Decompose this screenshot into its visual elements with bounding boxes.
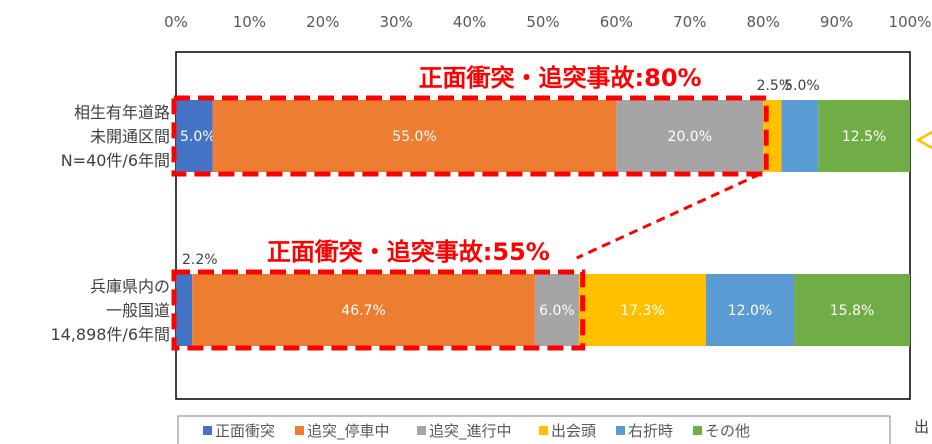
category-label: 一般国道 [106,301,170,320]
data-label: 12.5% [842,129,886,145]
x-tick-label: 10% [233,13,266,31]
x-tick-label: 100% [889,13,932,31]
annotation-connector [576,172,761,260]
category-label: 兵庫県内の [90,277,170,296]
data-label: 17.3% [620,303,664,319]
data-label: 15.8% [830,303,874,319]
data-label: 2.5% [757,78,793,94]
data-label: 55.0% [392,129,436,145]
data-label: 5.0% [180,129,216,145]
annotation-text: 正面衝突・追突事故:55% [267,238,550,266]
category-label: 相生有年道路 [74,103,170,122]
category-label: 未開通区間 [90,127,170,146]
x-tick-label: 20% [306,13,339,31]
legend-swatch [203,426,212,435]
data-label: 12.0% [728,303,772,319]
legend-swatch [295,426,304,435]
legend-entry: 追突_停車中 [307,422,390,441]
legend-swatch [616,426,625,435]
data-label: 46.7% [341,303,385,319]
x-tick-label: 50% [526,13,559,31]
cropped-edge-mark: 出 [914,418,929,436]
data-label: 6.0% [539,303,575,319]
bar-segment [534,274,579,346]
legend-entry: 出会頭 [551,422,596,440]
bar-segment [578,274,706,346]
x-tick-label: 70% [673,13,706,31]
bar-segment [705,274,795,346]
bar-segment [616,100,764,172]
legend-entry: 右折時 [628,422,673,440]
annotation-box [171,95,769,177]
bar-segment [176,274,193,346]
legend-swatch [693,426,702,435]
x-tick-label: 0% [164,13,188,31]
x-tick-label: 30% [380,13,413,31]
x-tick-label: 80% [747,13,780,31]
legend: 正面衝突 追突_停車中 追突_進行中 出会頭 右折時 その他 [177,415,891,444]
bar-segment [212,100,617,172]
category-label: N=40件/6年間 [61,151,170,170]
x-tick-label: 40% [453,13,486,31]
legend-entry: その他 [705,422,750,440]
annotation-box [171,269,586,351]
bar-segment [176,100,213,172]
data-label: 2.2% [182,252,218,268]
annotations: 正面衝突・追突事故:80% 正面衝突・追突事故:55% [171,64,769,351]
legend-entry: 追突_進行中 [429,422,512,441]
bar-segment [781,100,819,172]
bar-segment [794,274,910,346]
bars: 5.0% 55.0% 20.0%2.5%5.0%12.5%2.2%46.7% 6.0%… [176,78,910,346]
category-label: 14,898件/6年間 [50,325,170,344]
data-label: 20.0% [668,129,712,145]
legend-swatch [539,426,548,435]
plot-area-frame [175,51,911,400]
bar-segment [192,274,535,346]
legend-box [177,415,891,444]
x-tick-label: 60% [600,13,633,31]
arrowhead-mark [915,130,932,150]
x-axis-ticks: 0% 10% 20% 30% 40% 50% 60% 70% 80% 90% 100% [164,13,931,31]
legend-entry: 正面衝突 [215,422,275,440]
legend-swatch [417,426,426,435]
data-label: 5.0% [784,78,820,94]
bar-segment [818,100,910,172]
x-tick-label: 90% [820,13,853,31]
annotation-text: 正面衝突・追突事故:80% [419,64,702,92]
